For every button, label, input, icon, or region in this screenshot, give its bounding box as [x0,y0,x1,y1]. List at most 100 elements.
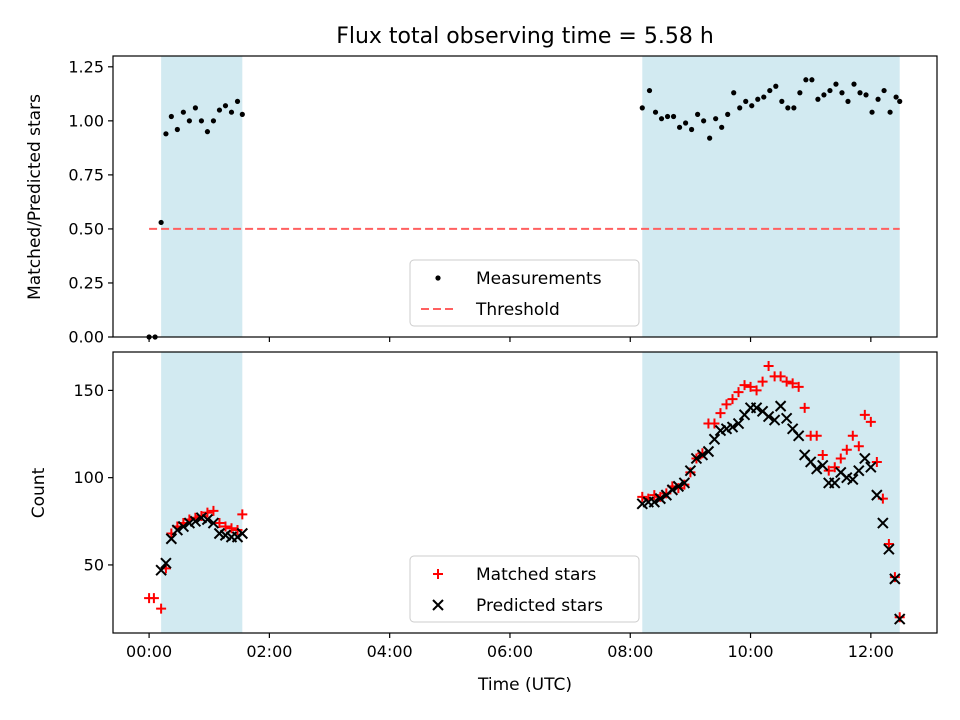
measurements-point-34 [743,98,749,104]
matched-stars-point-50 [835,453,846,464]
measurements-point-18 [646,87,653,94]
matched-stars-point-42 [787,378,798,389]
measurements-point-38 [767,87,773,94]
measurements-point-31 [725,111,731,117]
matched-stars-point-54 [859,409,870,420]
measurements-point-46 [815,96,821,102]
measurements-point-26 [695,111,701,117]
matched-stars-point-2 [156,603,167,614]
measurements-point-36 [755,96,761,102]
measurements-point-48 [827,87,833,94]
ratio-legend-box [409,259,640,327]
count-x-tick-label-2: 04:00 [367,642,413,661]
measurements-point-27 [701,118,707,124]
measurements-point-53 [857,90,863,96]
count-x-tick-label-5: 10:00 [727,642,773,661]
matched-stars-point-13 [220,521,231,532]
count-x-tick-label-0: 00:00 [126,642,172,661]
matched-stars-point-12 [214,518,225,529]
measurements-point-52 [851,81,857,87]
predicted-stars-point-9 [207,517,220,529]
matched-stars-point-29 [709,418,720,429]
predicted-stars-point-21 [672,480,685,493]
ratio-y-tick-label-1: 0.25 [68,273,104,292]
predicted-stars-point-2 [165,533,178,545]
measurements-point-58 [887,109,893,115]
predicted-stars-point-44 [811,463,823,475]
measurements-point-6 [180,109,186,115]
predicted-stars-point-51 [853,464,865,477]
predicted-stars-point-20 [666,484,679,496]
matched-stars-point-47 [817,449,828,460]
measurements-point-55 [869,109,875,115]
predicted-stars-point-45 [817,459,829,472]
measurements-point-57 [881,87,887,94]
measurements-point-32 [731,90,737,96]
count-x-tick-label-6: 12:00 [848,642,894,661]
predicted-stars-point-1 [160,557,172,569]
ratio-legend-label-0: Measurements [476,269,602,289]
matched-stars-point-46 [811,430,822,441]
predicted-stars-point-27 [708,433,721,445]
measurements-point-25 [689,126,695,133]
measurements-point-4 [168,113,174,120]
measurements-point-13 [222,103,229,109]
predicted-stars-point-31 [732,417,745,430]
count-x-tick-label-1: 02:00 [246,642,292,661]
matched-stars-point-58 [883,538,894,549]
measurements-point-41 [785,105,791,111]
predicted-stars-point-26 [702,445,715,458]
predicted-stars-point-52 [859,452,871,465]
ratio-y-tick-label-3: 0.75 [68,165,104,184]
measurements-point-54 [863,92,869,98]
matched-stars-point-53 [853,441,864,452]
predicted-stars-point-8 [201,513,214,526]
count-legend-label-1: Predicted stars [476,596,603,616]
ratio-y-axis-label: Matched/Predicted stars [25,94,45,300]
count-axes-frame [112,351,938,634]
measurements-point-35 [749,103,755,109]
measurements-point-8 [192,105,198,111]
measurements-point-45 [809,77,815,83]
predicted-stars-point-50 [847,473,859,486]
predicted-stars-point-0 [155,564,167,576]
count-x-tick-label-3: 06:00 [487,642,533,661]
measurements-point-10 [204,129,211,135]
measurements-point-33 [737,105,743,111]
matched-stars-point-1 [148,593,159,604]
predicted-stars-point-18 [654,492,667,505]
measurements-point-42 [791,105,797,111]
ratio-y-tick-label-5: 1.25 [68,57,104,76]
predicted-stars-point-6 [189,515,202,528]
predicted-stars-point-30 [726,421,739,433]
matched-stars-point-25 [685,467,696,478]
ratio-legend-marker-0 [435,275,441,281]
measurements-point-19 [652,109,659,115]
measurements-point-3 [163,131,169,137]
predicted-stars-point-17 [648,496,661,508]
predicted-stars-point-36 [762,410,775,423]
ratio-panel: 0.00 0.25 0.50 0.75 1.00 1.25 Measurements Thre… [68,55,938,347]
matched-stars-point-33 [733,387,744,398]
measurements-point-14 [228,109,235,115]
predicted-stars-point-23 [684,464,697,477]
count-y-axis-label: Count [29,467,49,518]
matched-stars-point-59 [889,572,900,583]
measurements-point-28 [707,135,713,141]
ratio-y-tick-label-4: 1.00 [68,111,104,130]
measurements-point-16 [239,111,245,117]
predicted-stars-point-37 [768,414,781,426]
chart-title: Flux total observing time = 5.58 h [336,24,714,49]
matched-stars-point-55 [865,416,876,427]
matched-stars-point-31 [721,399,732,410]
matched-stars-point-40 [775,371,786,382]
matched-stars-point-43 [793,381,804,392]
predicted-stars-point-55 [877,517,889,529]
matched-stars-point-34 [739,380,750,391]
count-y-tick-label-2: 150 [73,381,104,400]
measurements-point-22 [670,113,677,120]
x-axis-label: Time (UTC) [477,675,572,695]
measurements-point-20 [658,116,665,122]
matched-stars-point-44 [799,402,810,413]
